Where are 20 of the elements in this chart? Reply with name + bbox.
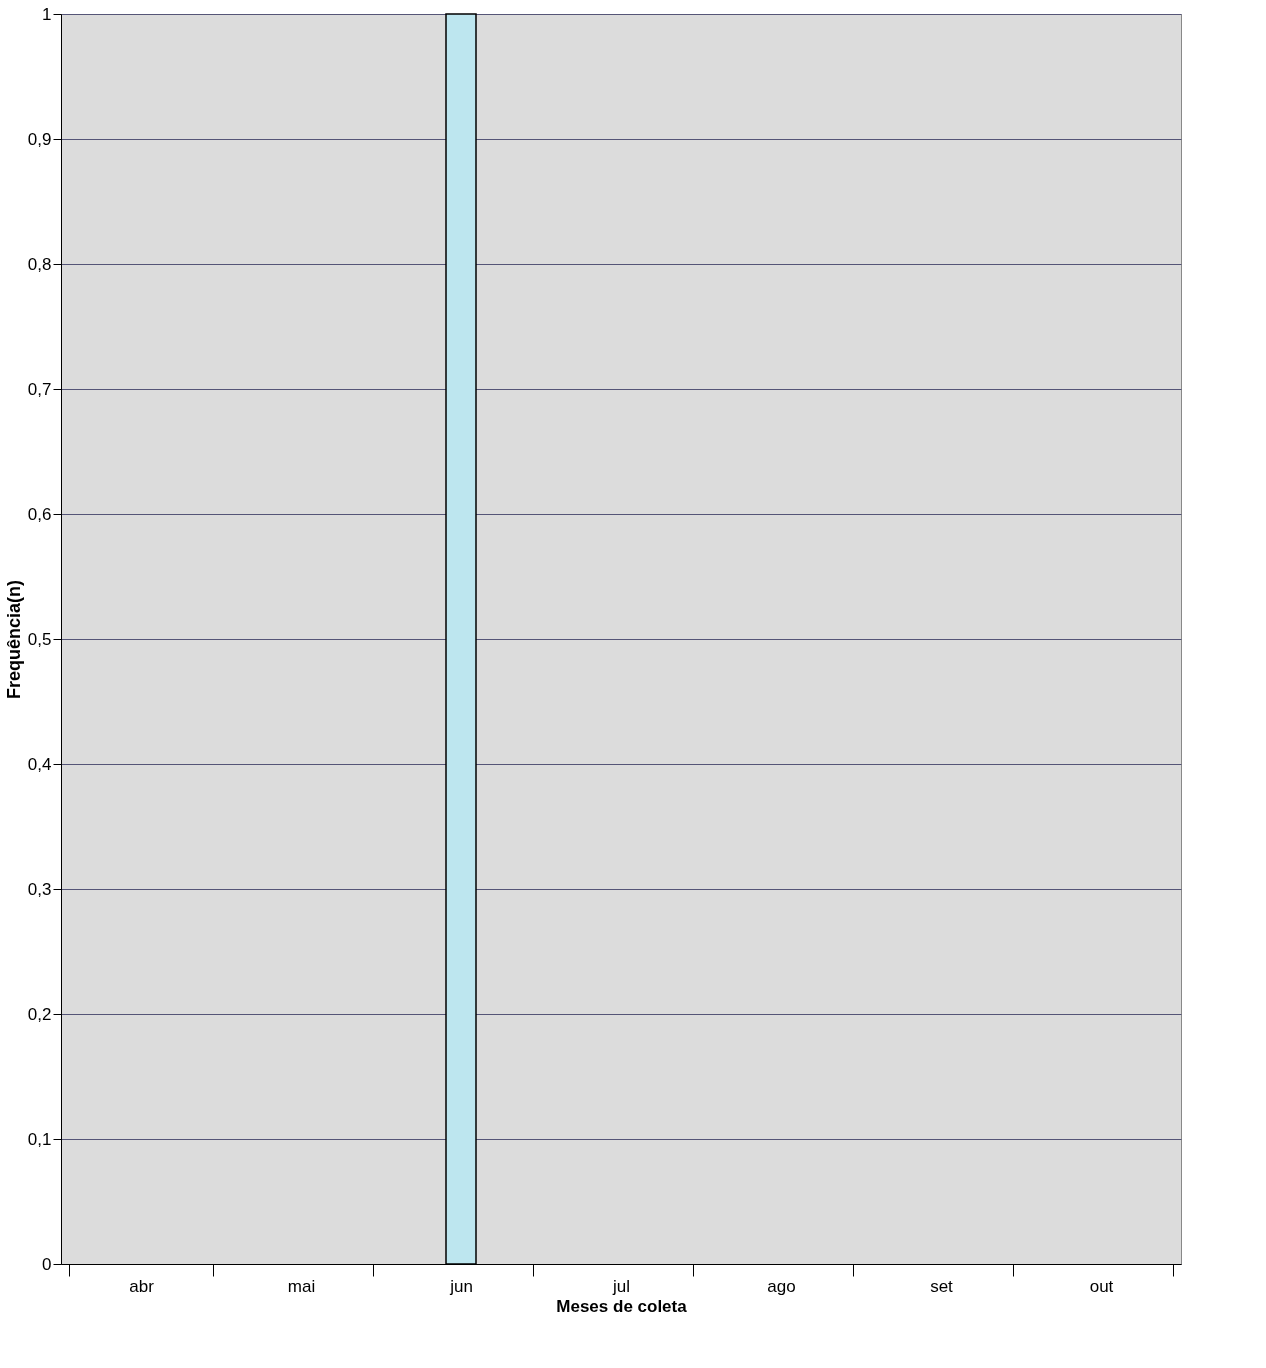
y-tick-label: 0,5: [27, 629, 52, 649]
y-tick-label: 0,1: [27, 1129, 52, 1149]
y-tick-label: 1: [42, 4, 52, 24]
y-tick-label: 0,7: [27, 379, 52, 399]
y-tick-label: 0,2: [27, 1004, 52, 1024]
y-tick-label: 0,9: [27, 129, 52, 149]
y-tick-label: 0,6: [27, 504, 52, 524]
x-tick-label: set: [930, 1276, 954, 1296]
x-tick-label: jun: [449, 1276, 473, 1296]
x-tick-label: jul: [611, 1276, 631, 1296]
y-tick-label: 0: [42, 1254, 52, 1274]
y-tick-label: 0,3: [27, 879, 52, 899]
x-axis-title: Meses de coleta: [556, 1296, 688, 1316]
y-tick-label: 0,4: [27, 754, 52, 774]
y-axis-title: Frequência(n): [3, 579, 24, 700]
y-tick-label: 0,8: [27, 254, 52, 274]
x-tick-label: mai: [287, 1276, 316, 1296]
x-tick-label: out: [1089, 1276, 1114, 1296]
x-tick-label: ago: [767, 1276, 796, 1296]
x-tick-label: abr: [129, 1276, 155, 1296]
